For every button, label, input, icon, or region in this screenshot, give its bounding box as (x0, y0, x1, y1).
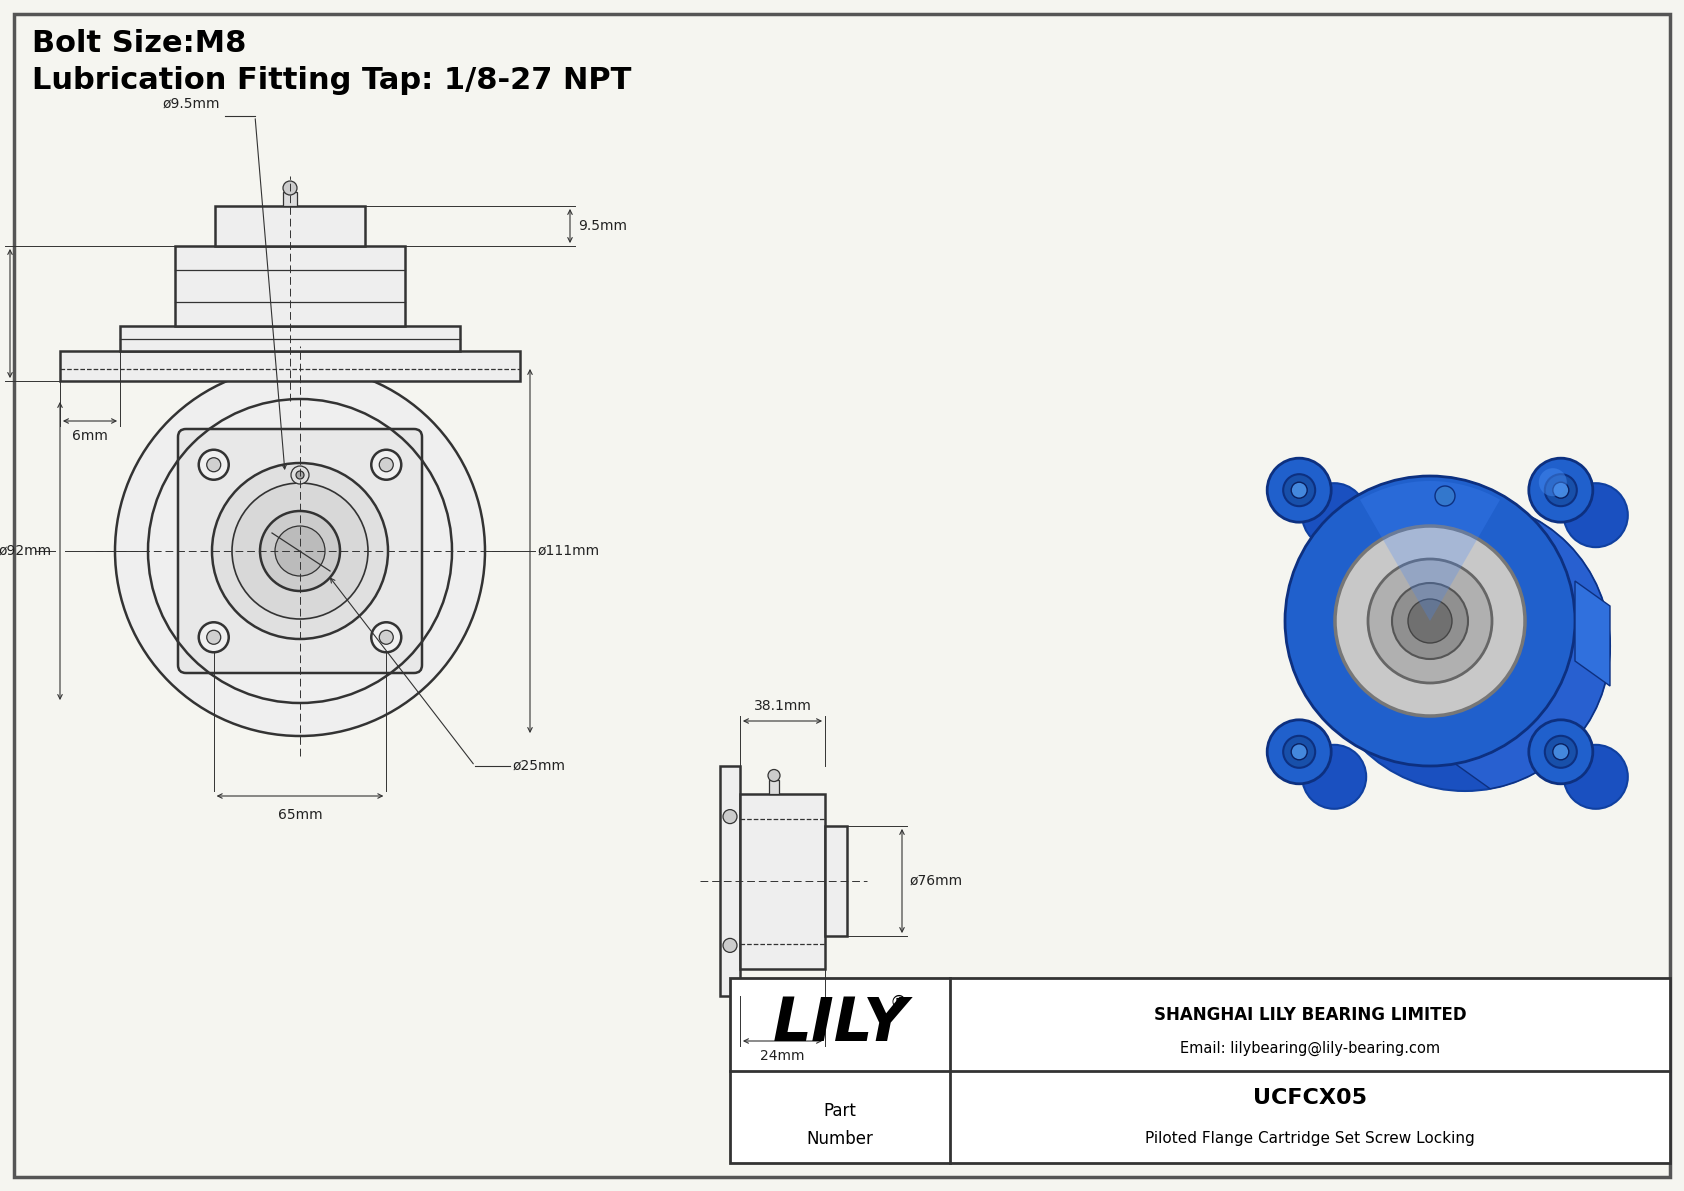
Circle shape (1529, 719, 1593, 784)
Circle shape (1335, 526, 1526, 716)
Text: 9.5mm: 9.5mm (578, 219, 626, 233)
Text: Piloted Flange Cartridge Set Screw Locking: Piloted Flange Cartridge Set Screw Locki… (1145, 1131, 1475, 1147)
Text: LILY: LILY (773, 994, 908, 1054)
Text: UCFCX05: UCFCX05 (1253, 1089, 1367, 1109)
Circle shape (1408, 599, 1452, 643)
Circle shape (370, 622, 401, 653)
Text: 6mm: 6mm (72, 429, 108, 443)
Bar (283, 192, 296, 206)
Text: Lubrication Fitting Tap: 1/8-27 NPT: Lubrication Fitting Tap: 1/8-27 NPT (32, 66, 632, 95)
Circle shape (1266, 459, 1330, 522)
Circle shape (1553, 482, 1569, 498)
Polygon shape (1455, 479, 1610, 788)
Circle shape (207, 457, 221, 472)
Text: ø111mm: ø111mm (537, 544, 600, 559)
Circle shape (259, 511, 340, 591)
Circle shape (370, 450, 401, 480)
Circle shape (1529, 459, 1593, 522)
Circle shape (1539, 468, 1566, 497)
Text: 38.1mm: 38.1mm (753, 699, 812, 713)
Circle shape (1564, 484, 1628, 547)
Text: Email: lilybearing@lily-bearing.com: Email: lilybearing@lily-bearing.com (1180, 1041, 1440, 1056)
Circle shape (1283, 736, 1315, 768)
Text: Part: Part (823, 1102, 857, 1121)
Circle shape (212, 463, 387, 640)
Circle shape (1292, 744, 1307, 760)
Bar (61, 351, 520, 381)
Text: SHANGHAI LILY BEARING LIMITED: SHANGHAI LILY BEARING LIMITED (1154, 1006, 1467, 1024)
Circle shape (232, 484, 369, 619)
Circle shape (379, 457, 394, 472)
Wedge shape (1361, 481, 1500, 621)
Circle shape (1283, 474, 1315, 506)
Circle shape (1544, 474, 1576, 506)
Text: ø9.5mm: ø9.5mm (162, 96, 221, 111)
Circle shape (1302, 744, 1366, 809)
Circle shape (291, 466, 308, 484)
FancyBboxPatch shape (179, 429, 423, 673)
Bar (721, 766, 739, 996)
Circle shape (296, 470, 305, 479)
Circle shape (722, 939, 738, 953)
Text: Bolt Size:M8: Bolt Size:M8 (32, 29, 246, 58)
Bar (216, 206, 365, 247)
Circle shape (1302, 484, 1366, 547)
Polygon shape (1575, 581, 1610, 686)
Bar (729, 978, 1671, 1162)
Bar (739, 793, 825, 968)
Text: 65mm: 65mm (278, 807, 322, 822)
Bar (175, 247, 404, 326)
Text: ø25mm: ø25mm (514, 759, 566, 773)
Circle shape (1266, 719, 1330, 784)
Circle shape (274, 526, 325, 576)
Circle shape (768, 769, 780, 781)
Circle shape (1435, 486, 1455, 506)
Circle shape (1553, 744, 1569, 760)
Text: 24mm: 24mm (759, 1049, 805, 1064)
Bar (770, 779, 780, 793)
Circle shape (199, 622, 229, 653)
Text: ø92mm: ø92mm (0, 544, 52, 559)
Circle shape (379, 630, 394, 644)
Circle shape (1393, 584, 1468, 659)
Circle shape (1320, 501, 1610, 791)
Circle shape (115, 366, 485, 736)
Circle shape (283, 181, 296, 195)
Circle shape (1544, 736, 1576, 768)
Bar (120, 326, 460, 351)
Circle shape (207, 630, 221, 644)
Circle shape (1285, 476, 1575, 766)
Text: 32.2mm: 32.2mm (0, 306, 2, 320)
Text: ®: ® (889, 993, 908, 1011)
Bar (825, 827, 847, 936)
Circle shape (1292, 482, 1307, 498)
Circle shape (1367, 559, 1492, 682)
Circle shape (722, 810, 738, 824)
Text: Number: Number (807, 1130, 874, 1148)
Text: ø76mm: ø76mm (909, 874, 963, 888)
Circle shape (199, 450, 229, 480)
Circle shape (1564, 744, 1628, 809)
